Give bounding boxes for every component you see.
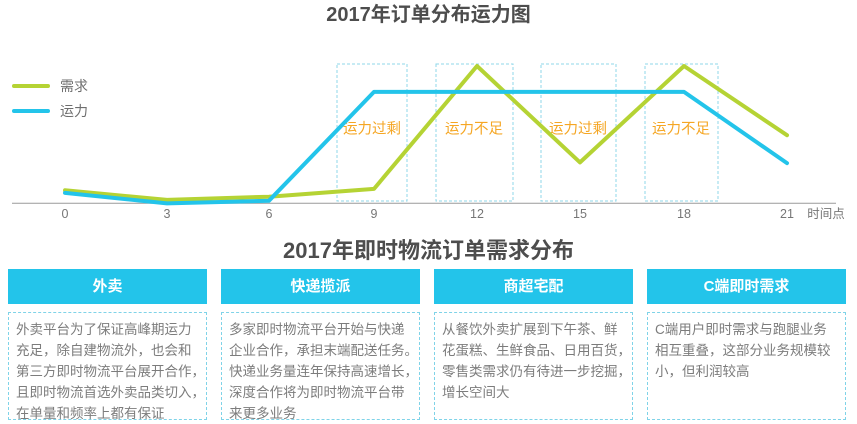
svg-text:时间点: 时间点: [807, 207, 845, 221]
svg-text:21: 21: [780, 207, 794, 221]
svg-text:0: 0: [62, 207, 69, 221]
svg-text:运力不足: 运力不足: [445, 121, 503, 138]
svg-text:15: 15: [573, 207, 587, 221]
svg-text:运力过剩: 运力过剩: [549, 121, 607, 138]
svg-text:12: 12: [470, 207, 484, 221]
svg-text:9: 9: [371, 207, 378, 221]
svg-text:运力不足: 运力不足: [652, 121, 710, 138]
svg-text:运力过剩: 运力过剩: [343, 121, 401, 138]
svg-text:3: 3: [164, 207, 171, 221]
svg-text:6: 6: [266, 207, 273, 221]
svg-text:18: 18: [677, 207, 691, 221]
